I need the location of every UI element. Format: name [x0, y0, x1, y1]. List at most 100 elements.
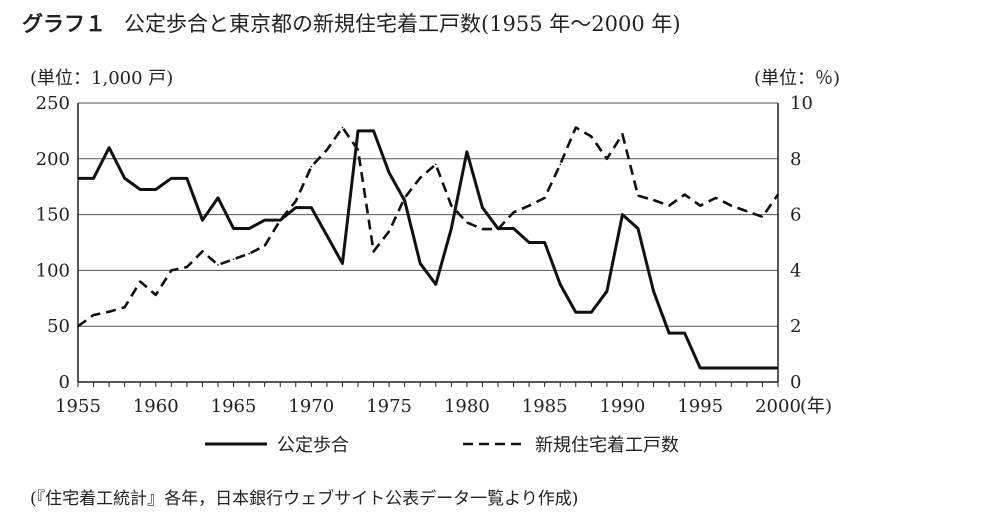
- chart-title-label: グラフ１: [22, 12, 106, 36]
- data-point: [92, 314, 95, 316]
- data-point: [217, 264, 219, 266]
- data-point: [606, 158, 608, 160]
- x-tick-label: 1955: [55, 396, 101, 417]
- axes: [77, 103, 779, 387]
- data-point: [746, 210, 748, 213]
- left-axis-unit: (単位：1,000 戸): [30, 68, 174, 89]
- data-point: [186, 266, 188, 268]
- data-point: [637, 227, 639, 230]
- data-point: [606, 290, 608, 293]
- right-axis-unit: (単位：％): [753, 68, 840, 89]
- data-point: [668, 204, 670, 207]
- data-point: [777, 367, 779, 369]
- data-point: [341, 262, 344, 265]
- data-point: [714, 197, 717, 199]
- chart-title-text: 公定歩合と東京都の新規住宅着工戸数(1955 年～2000 年): [124, 12, 681, 36]
- data-point: [248, 252, 250, 255]
- x-tick-label: 1980: [444, 396, 490, 417]
- data-point: [357, 130, 359, 132]
- data-point: [388, 230, 390, 233]
- data-point: [450, 227, 453, 230]
- data-point: [310, 206, 313, 209]
- data-point: [310, 165, 313, 168]
- data-point: [279, 219, 282, 221]
- source-note: (『住宅着工統計』各年，日本銀行ウェブサイト公表データ一覧より作成): [30, 489, 579, 509]
- x-tick-label: 2000: [755, 396, 801, 417]
- data-point: [403, 197, 406, 199]
- x-tick-label: 1970: [288, 396, 334, 417]
- data-point: [621, 213, 624, 216]
- right-y-tick-label: 10: [790, 93, 813, 114]
- x-axis-unit: (年): [800, 396, 832, 417]
- data-point: [294, 200, 297, 203]
- data-point: [481, 228, 484, 230]
- x-tick-label: 1985: [522, 396, 568, 417]
- data-point: [590, 311, 593, 314]
- data-point: [372, 130, 375, 132]
- data-point: [326, 234, 328, 237]
- data-point: [699, 367, 702, 369]
- data-point: [699, 204, 702, 207]
- data-point: [108, 146, 110, 149]
- left-y-tick-label: 150: [36, 205, 70, 226]
- series-line-official-discount-rate: [78, 129, 778, 370]
- legend-label: 新規住宅着工戸数: [535, 435, 679, 456]
- data-point: [434, 163, 437, 166]
- data-point: [77, 325, 79, 328]
- data-point: [450, 204, 453, 207]
- data-point: [154, 188, 157, 191]
- right-y-tick-label: 6: [790, 205, 801, 226]
- data-point: [139, 280, 142, 283]
- data-point: [528, 204, 530, 207]
- right-y-tick-label: 2: [790, 316, 801, 337]
- data-point: [683, 193, 686, 196]
- x-tick-label: 1960: [133, 396, 179, 417]
- left-y-tick-label: 50: [47, 316, 70, 337]
- data-point: [326, 149, 328, 151]
- data-point: [559, 283, 562, 286]
- data-point: [341, 126, 344, 129]
- data-point: [481, 206, 484, 209]
- data-point: [683, 332, 686, 334]
- series-lines: [77, 126, 780, 370]
- data-point: [559, 163, 562, 166]
- data-point: [652, 199, 655, 201]
- data-point: [217, 197, 219, 199]
- left-y-tick-label: 100: [36, 260, 70, 281]
- data-point: [419, 176, 422, 179]
- data-point: [123, 306, 126, 309]
- right-y-tick-label: 8: [790, 149, 801, 170]
- data-point: [123, 177, 126, 180]
- data-point: [590, 135, 593, 138]
- data-point: [574, 126, 577, 129]
- data-point: [512, 227, 515, 230]
- data-point: [497, 228, 499, 230]
- data-point: [139, 188, 142, 191]
- data-point: [77, 177, 79, 180]
- right-y-tick-label: 0: [790, 372, 801, 393]
- data-point: [294, 206, 297, 209]
- data-point: [263, 245, 266, 247]
- data-point: [637, 194, 639, 197]
- data-point: [403, 199, 406, 202]
- data-point: [466, 221, 468, 224]
- left-y-tick-label: 250: [36, 93, 70, 114]
- x-tick-label: 1995: [677, 396, 723, 417]
- data-point: [357, 149, 359, 151]
- data-point: [108, 310, 110, 313]
- data-point: [170, 177, 173, 180]
- data-point: [154, 294, 157, 296]
- data-point: [512, 211, 515, 214]
- data-point: [746, 367, 748, 369]
- data-point: [248, 227, 250, 230]
- data-point: [263, 219, 266, 221]
- data-point: [372, 250, 375, 253]
- data-point: [574, 311, 577, 314]
- right-y-tick-label: 4: [790, 260, 801, 281]
- data-point: [434, 283, 437, 286]
- data-point: [621, 133, 624, 136]
- data-point: [186, 177, 188, 180]
- tick-labels: 0 50 100 150 200 250 0 2 4 6 8 10 1955 1960 1965 1970 19…: [36, 93, 832, 417]
- data-point: [419, 262, 422, 265]
